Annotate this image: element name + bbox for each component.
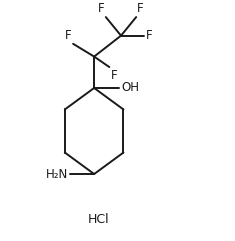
Text: F: F [98,2,105,15]
Text: F: F [146,29,153,42]
Text: HCl: HCl [88,213,110,226]
Text: OH: OH [121,81,139,94]
Text: H₂N: H₂N [46,167,68,181]
Text: F: F [111,69,118,82]
Text: F: F [65,29,71,42]
Text: F: F [137,2,144,15]
